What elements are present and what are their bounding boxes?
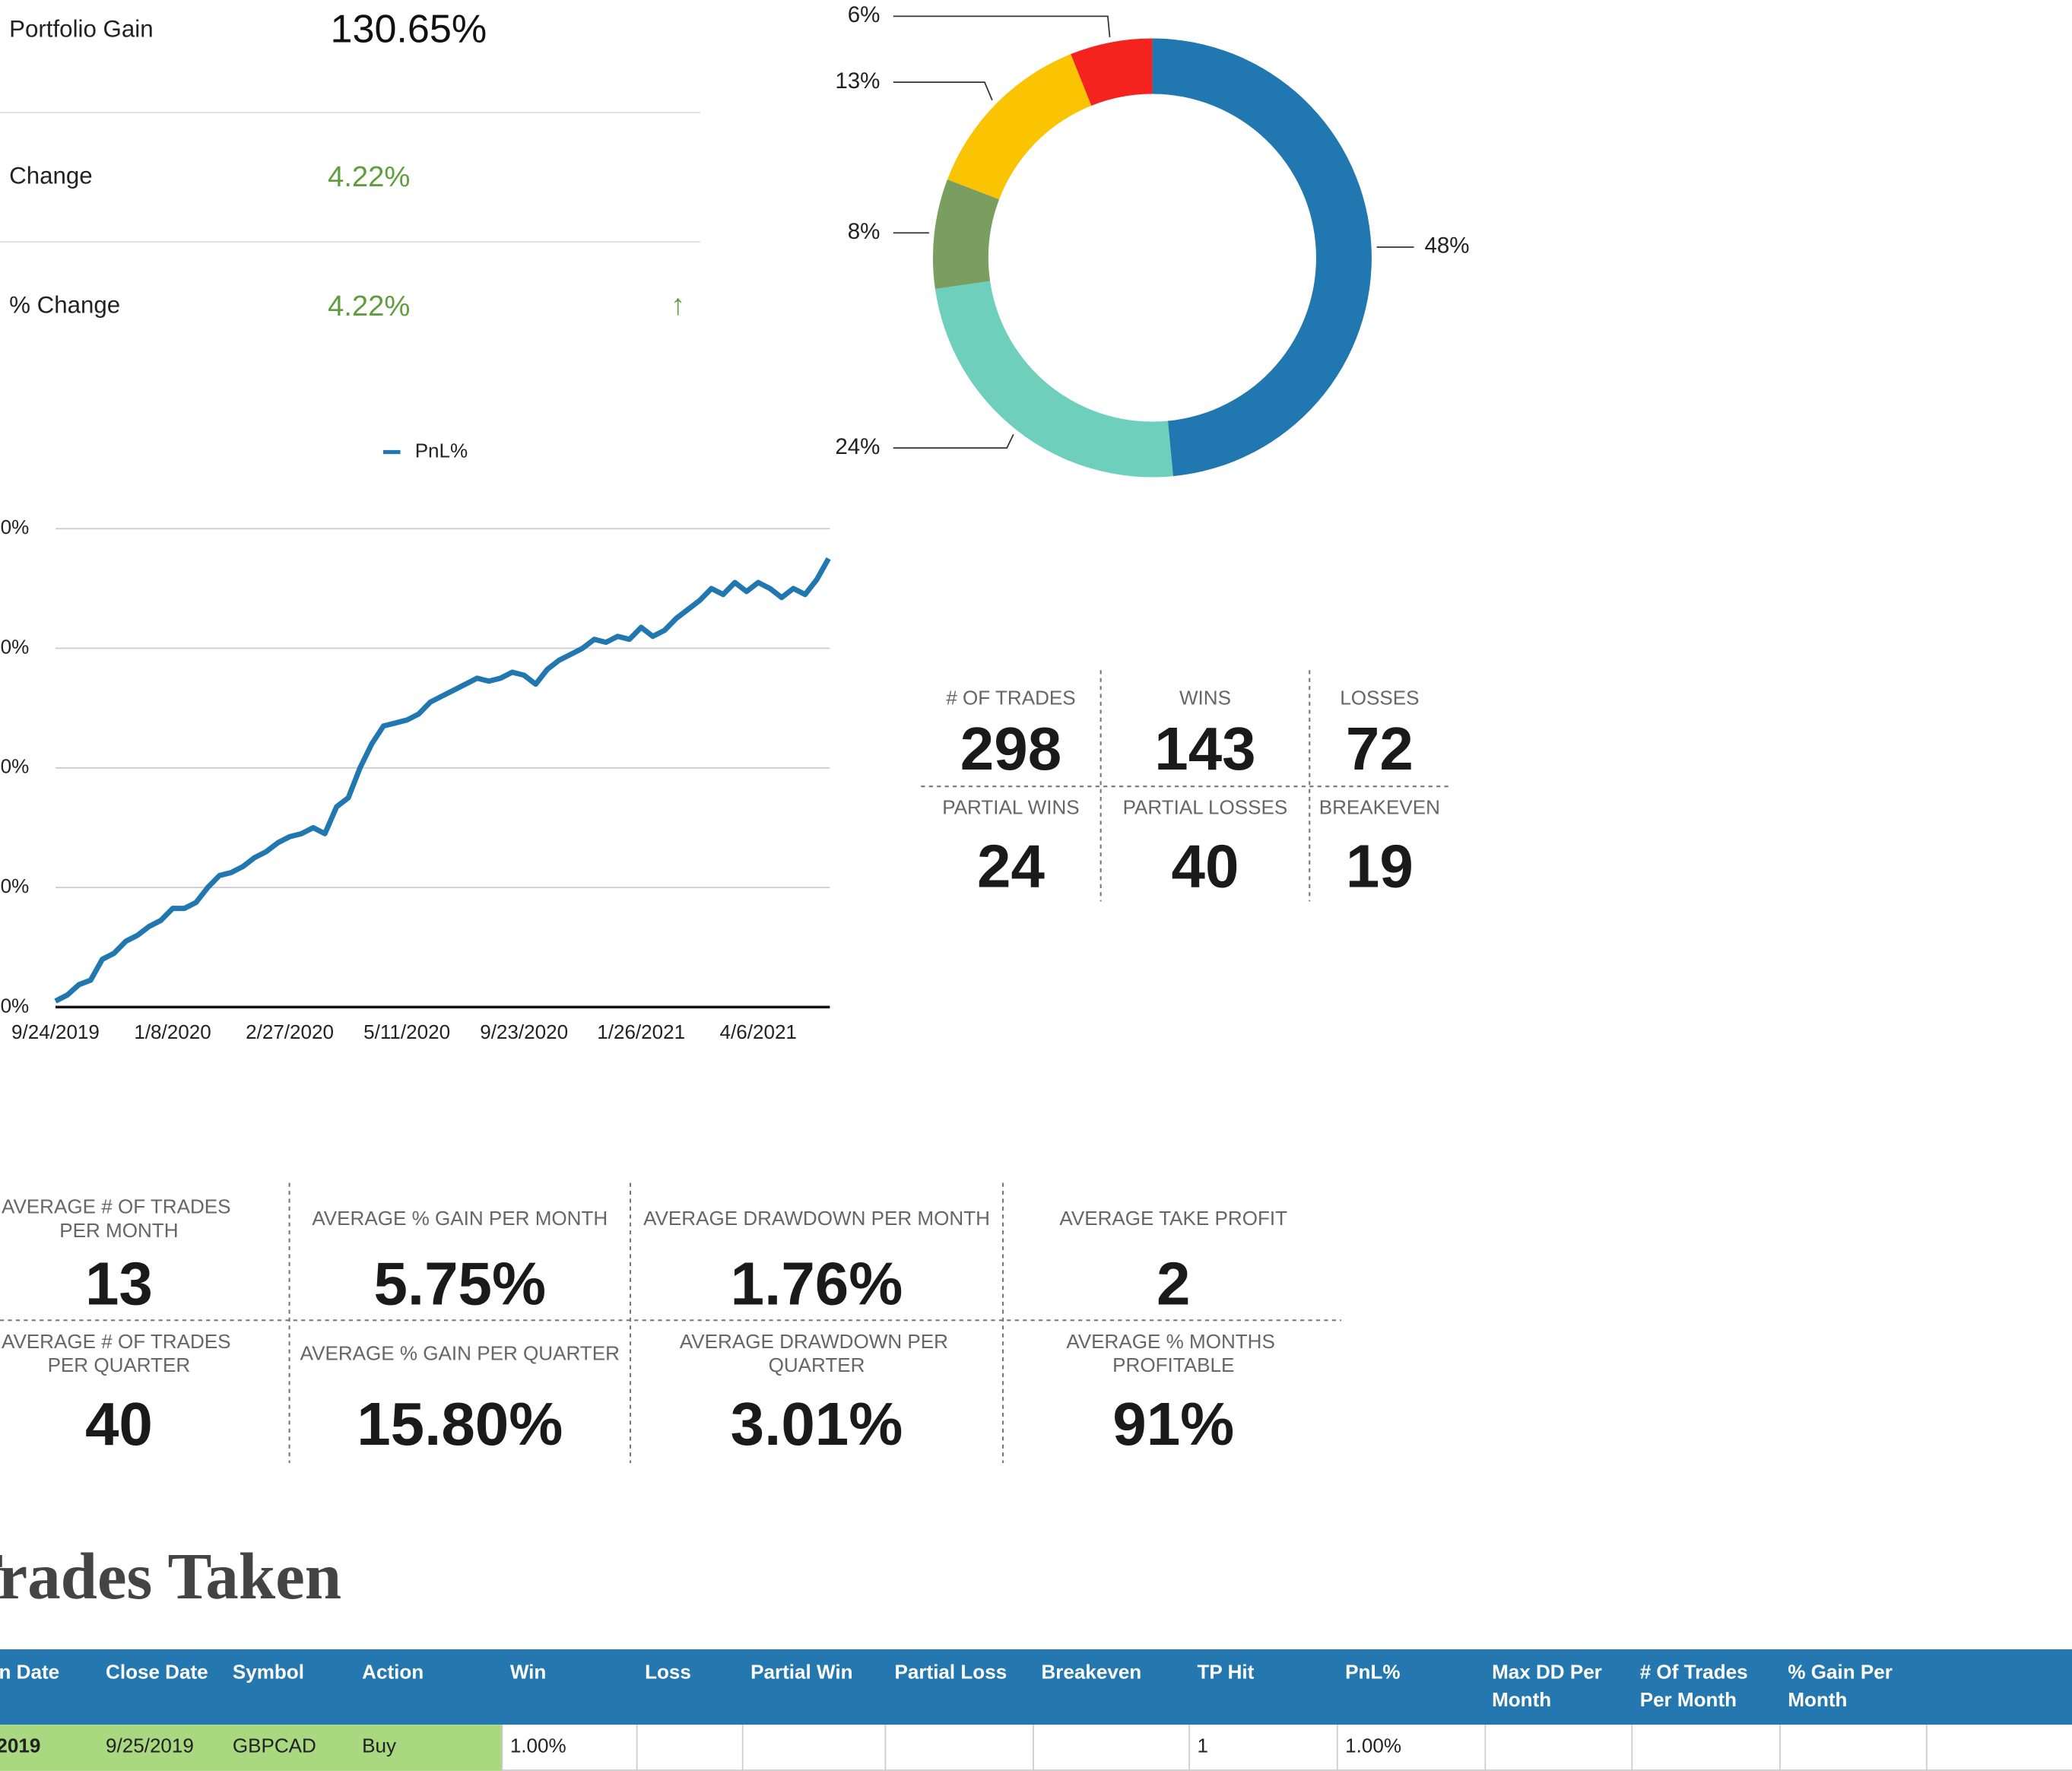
metric-value: 4.22% <box>328 290 410 322</box>
y-tick-label: 40% <box>0 874 29 897</box>
stat-label: AVERAGE # OF TRADES PER QUARTER <box>2 1330 236 1376</box>
stat-label: LOSSES <box>1340 686 1419 709</box>
metric-label: % Change <box>9 292 120 319</box>
y-tick-label: 120% <box>0 635 29 658</box>
table-cell: GBPCAD <box>233 1734 316 1757</box>
stat-label: AVERAGE % GAIN PER QUARTER <box>300 1341 620 1364</box>
stat-value: 40 <box>85 1390 153 1458</box>
stat-value: 143 <box>1154 715 1255 782</box>
leader-line <box>893 81 993 101</box>
stat-label: WINS <box>1179 686 1231 709</box>
donut-segment <box>934 281 1173 478</box>
column-header: TP Hit <box>1198 1660 1255 1683</box>
row-highlight <box>0 1725 503 1771</box>
donut-label: 8% <box>848 219 881 244</box>
column-header: Partial Loss <box>895 1660 1007 1683</box>
column-header: Symbol <box>233 1660 304 1683</box>
table-header-bg <box>0 1649 2072 1725</box>
stat-label: AVERAGE % GAIN PER MONTH <box>312 1207 608 1230</box>
stat-value: 3.01% <box>731 1390 903 1458</box>
column-header: % Gain Per Month <box>1788 1660 1898 1710</box>
stat-label: BREAKEVEN <box>1319 796 1440 819</box>
stat-label: AVERAGE % MONTHS PROFITABLE <box>1066 1330 1280 1376</box>
column-header: Max DD Per Month <box>1492 1660 1607 1710</box>
column-header: Partial Win <box>750 1660 852 1683</box>
stat-value: 24 <box>977 832 1045 900</box>
stat-value: 15.80% <box>357 1390 563 1458</box>
column-header: Win <box>510 1660 547 1683</box>
donut-segment <box>1152 38 1372 477</box>
metric-label: Portfolio Gain <box>9 15 153 42</box>
leader-line <box>893 15 1111 37</box>
column-header: # Of Trades Per Month <box>1640 1660 1753 1710</box>
stat-label: AVERAGE TAKE PROFIT <box>1059 1207 1287 1230</box>
stat-value: 19 <box>1346 832 1414 900</box>
table-cell: 9/24/2019 <box>0 1734 40 1757</box>
x-tick-label: 9/23/2020 <box>480 1020 568 1043</box>
stat-label: PARTIAL WINS <box>942 796 1079 819</box>
x-tick-label: 9/24/2019 <box>11 1020 100 1043</box>
table-cell: Buy <box>362 1734 396 1757</box>
y-tick-label: 160% <box>0 516 29 538</box>
stat-label: PARTIAL LOSSES <box>1123 796 1288 819</box>
x-tick-label: 1/8/2020 <box>134 1020 211 1043</box>
stat-value: 40 <box>1171 832 1239 900</box>
donut-segment <box>947 54 1092 200</box>
stat-label: AVERAGE # OF TRADES PER MONTH <box>2 1195 236 1241</box>
donut-segment <box>1071 38 1153 106</box>
table-cell: 1.00% <box>1345 1734 1401 1757</box>
column-header: Action <box>362 1660 424 1683</box>
column-header: Open Date <box>0 1660 59 1683</box>
metric-label: Change <box>9 162 93 189</box>
y-tick-label: 0% <box>1 994 30 1017</box>
x-tick-label: 2/27/2020 <box>246 1020 334 1043</box>
x-tick-label: 1/26/2021 <box>597 1020 685 1043</box>
donut-label: 24% <box>835 434 880 459</box>
stat-label: AVERAGE DRAWDOWN PER MONTH <box>643 1207 990 1230</box>
leader-line <box>893 433 1014 449</box>
stat-value: 1.76% <box>731 1250 903 1318</box>
metric-value: 130.65% <box>330 8 487 52</box>
up-arrow: ↑ <box>671 288 685 321</box>
stat-label: # OF TRADES <box>946 686 1075 709</box>
table-title: Trades Taken <box>0 1540 341 1613</box>
column-header: Close Date <box>106 1660 208 1683</box>
stat-value: 2 <box>1157 1250 1190 1318</box>
donut-label: 48% <box>1424 233 1469 259</box>
metric-value: 4.22% <box>328 160 410 193</box>
donut-segment <box>932 179 1000 290</box>
table-cell: 1 <box>1198 1734 1209 1757</box>
stat-value: 5.75% <box>373 1250 546 1318</box>
column-header: Loss <box>645 1660 691 1683</box>
x-tick-label: 5/11/2020 <box>363 1020 450 1043</box>
table-cell: 1.00% <box>510 1734 566 1757</box>
table-cell: 9/25/2019 <box>106 1734 194 1757</box>
donut-label: 13% <box>835 68 880 94</box>
legend-label: PnL% <box>415 439 468 462</box>
x-tick-label: 4/6/2021 <box>720 1020 797 1043</box>
column-header: PnL% <box>1345 1660 1400 1683</box>
donut-label: 6% <box>848 2 881 27</box>
stat-value: 91% <box>1112 1390 1234 1458</box>
stat-value: 13 <box>85 1250 153 1318</box>
stat-value: 298 <box>960 715 1061 782</box>
y-tick-label: 80% <box>0 755 29 778</box>
line <box>54 557 831 1004</box>
stat-label: AVERAGE DRAWDOWN PER QUARTER <box>680 1330 954 1376</box>
column-header: Breakeven <box>1041 1660 1141 1683</box>
stat-value: 72 <box>1346 715 1414 782</box>
